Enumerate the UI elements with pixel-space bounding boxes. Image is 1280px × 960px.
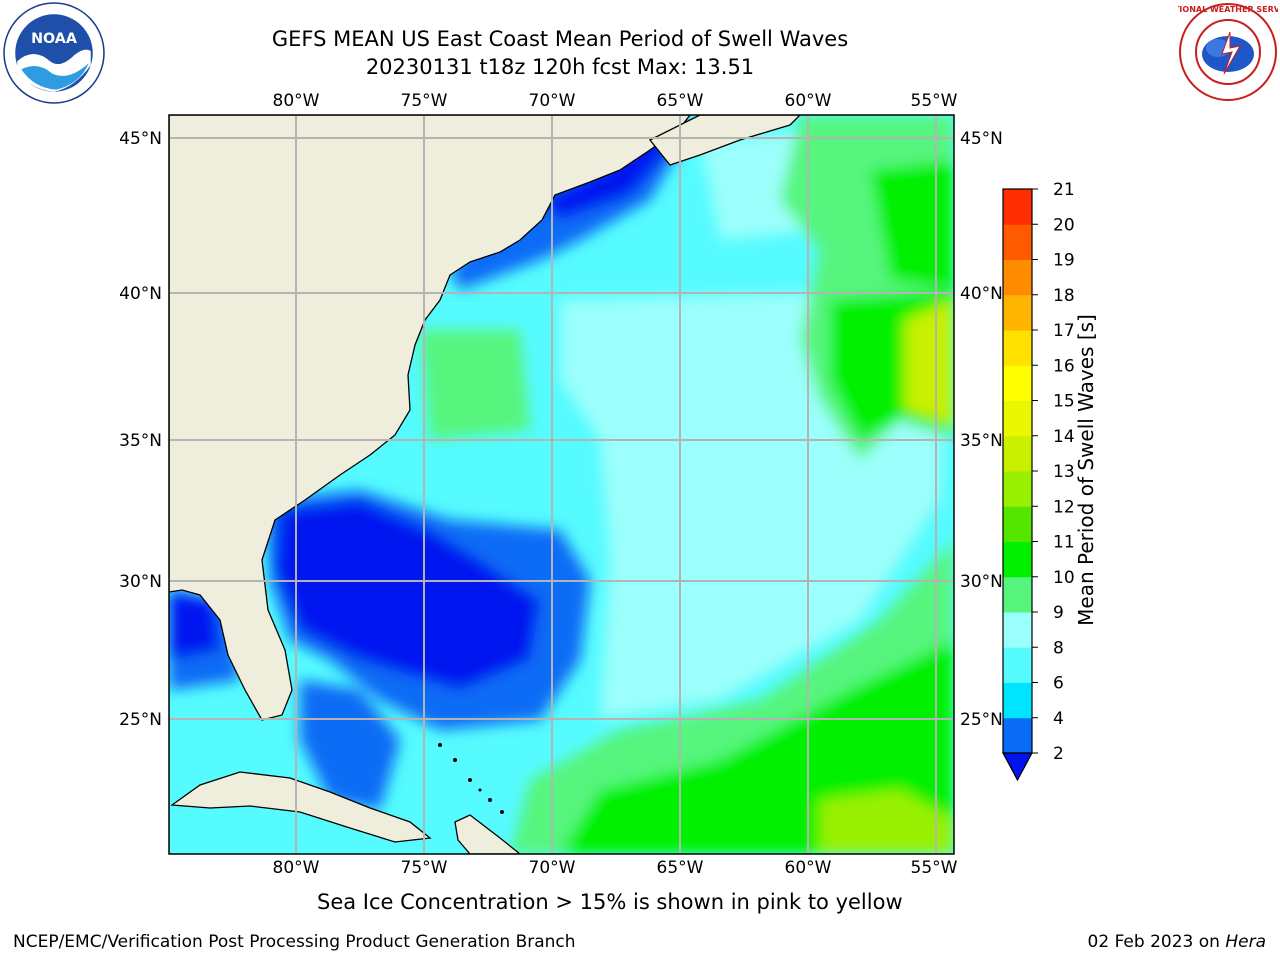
lat-tick-left: 45°N	[119, 129, 162, 149]
noaa-logo-icon: NOAA	[3, 2, 105, 104]
map-frame	[168, 114, 955, 855]
colorbar-extend-arrow	[1001, 752, 1034, 782]
land-north-america	[169, 115, 691, 721]
lat-tick-left: 25°N	[119, 710, 162, 730]
colorbar: 2 4 6 8 9 10 11 12 13 14 15 16 17 18 19 20 21	[1001, 180, 1075, 782]
colorbar-segment	[1003, 612, 1032, 648]
footer-date: 02 Feb 2023 on Hera	[1088, 932, 1266, 952]
colorbar-tick-label: 9	[1053, 603, 1064, 623]
lon-labels-top: 80°W 75°W 70°W 65°W 60°W 55°W	[273, 91, 958, 111]
lat-tick-right: 45°N	[960, 129, 1003, 149]
colorbar-segment	[1003, 435, 1032, 472]
chart-title: GEFS MEAN US East Coast Mean Period of S…	[271, 27, 849, 51]
lon-tick-bottom: 75°W	[401, 858, 448, 878]
colorbar-tick-label: 14	[1053, 427, 1075, 447]
colorbar-segment	[1003, 365, 1032, 401]
land-cuba	[170, 771, 432, 843]
lat-tick-right: 40°N	[960, 284, 1003, 304]
colorbar-segment	[1003, 471, 1032, 507]
colorbar-segment	[1003, 259, 1032, 296]
colorbar-tick-label: 18	[1053, 286, 1075, 306]
colorbar-tick-label: 20	[1053, 215, 1075, 235]
nws-logo-icon: NATIONAL WEATHER SERVICE	[1178, 3, 1278, 101]
lon-tick-top: 60°W	[785, 91, 832, 111]
lat-tick-left: 30°N	[119, 572, 162, 592]
colorbar-segment	[1003, 224, 1032, 260]
colorbar-segment	[1003, 506, 1032, 542]
colorbar-tick-label: 15	[1053, 392, 1075, 412]
colorbar-segment	[1003, 400, 1032, 437]
colorbar-tick-label: 4	[1053, 709, 1064, 729]
lat-labels-right: 45°N 40°N 35°N 30°N 25°N	[960, 129, 1003, 730]
map-grid	[169, 115, 954, 854]
colorbar-tick-label: 17	[1053, 321, 1075, 341]
colorbar-tick-label: 8	[1053, 638, 1064, 658]
lon-tick-bottom: 80°W	[273, 858, 320, 878]
lon-tick-top: 65°W	[657, 91, 704, 111]
lon-tick-top: 55°W	[911, 91, 958, 111]
noaa-logo-text: NOAA	[31, 31, 77, 47]
chart-subtitle: 20230131 t18z 120h fcst Max: 13.51	[365, 55, 755, 79]
nws-logo-text: NATIONAL WEATHER SERVICE	[1178, 5, 1278, 14]
colorbar-segment	[1003, 189, 1032, 225]
bahamas-islands	[438, 743, 504, 814]
sea-ice-note: Sea Ice Concentration > 15% is shown in …	[317, 890, 903, 914]
colorbar-segment	[1003, 682, 1032, 719]
lon-tick-top: 80°W	[273, 91, 320, 111]
colorbar-label: Mean Period of Swell Waves [s]	[1074, 314, 1098, 626]
colorbar-tick-label: 16	[1053, 356, 1075, 376]
lon-labels-bottom: 80°W 75°W 70°W 65°W 60°W 55°W	[273, 858, 958, 878]
colorbar-tick-label: 10	[1053, 568, 1075, 588]
colorbar-tick-label: 13	[1053, 462, 1075, 482]
colorbar-segment	[1003, 294, 1032, 331]
colorbar-tick-label: 11	[1053, 533, 1075, 553]
lat-tick-right: 25°N	[960, 710, 1003, 730]
lon-tick-top: 75°W	[401, 91, 448, 111]
colorbar-segment	[1003, 647, 1032, 683]
lon-tick-bottom: 70°W	[529, 858, 576, 878]
lat-tick-right: 35°N	[960, 431, 1003, 451]
land-nova-scotia	[648, 115, 801, 166]
colorbar-tick-label: 21	[1053, 180, 1075, 200]
land-hispaniola	[454, 814, 522, 854]
footer-date-text: 02 Feb 2023 on	[1087, 932, 1226, 952]
lon-tick-top: 70°W	[529, 91, 576, 111]
footer-host: Hera	[1225, 932, 1266, 952]
colorbar-tick-label: 6	[1053, 674, 1064, 694]
lat-tick-left: 40°N	[119, 284, 162, 304]
colorbar-tick-label: 19	[1053, 251, 1075, 271]
lat-tick-left: 35°N	[119, 431, 162, 451]
colorbar-segment	[1003, 330, 1032, 366]
colorbar-tick-label: 12	[1053, 497, 1075, 517]
lat-labels-left: 45°N 40°N 35°N 30°N 25°N	[119, 129, 162, 730]
colorbar-segment	[1003, 576, 1032, 613]
lon-tick-bottom: 55°W	[911, 858, 958, 878]
colorbar-segment	[1003, 717, 1032, 754]
footer-credit: NCEP/EMC/Verification Post Processing Pr…	[13, 932, 576, 952]
lon-tick-bottom: 65°W	[657, 858, 704, 878]
lat-tick-right: 30°N	[960, 572, 1003, 592]
map-area	[169, 115, 954, 854]
lon-tick-bottom: 60°W	[785, 858, 832, 878]
colorbar-tick-label: 2	[1053, 744, 1064, 764]
colorbar-segment	[1003, 541, 1032, 578]
